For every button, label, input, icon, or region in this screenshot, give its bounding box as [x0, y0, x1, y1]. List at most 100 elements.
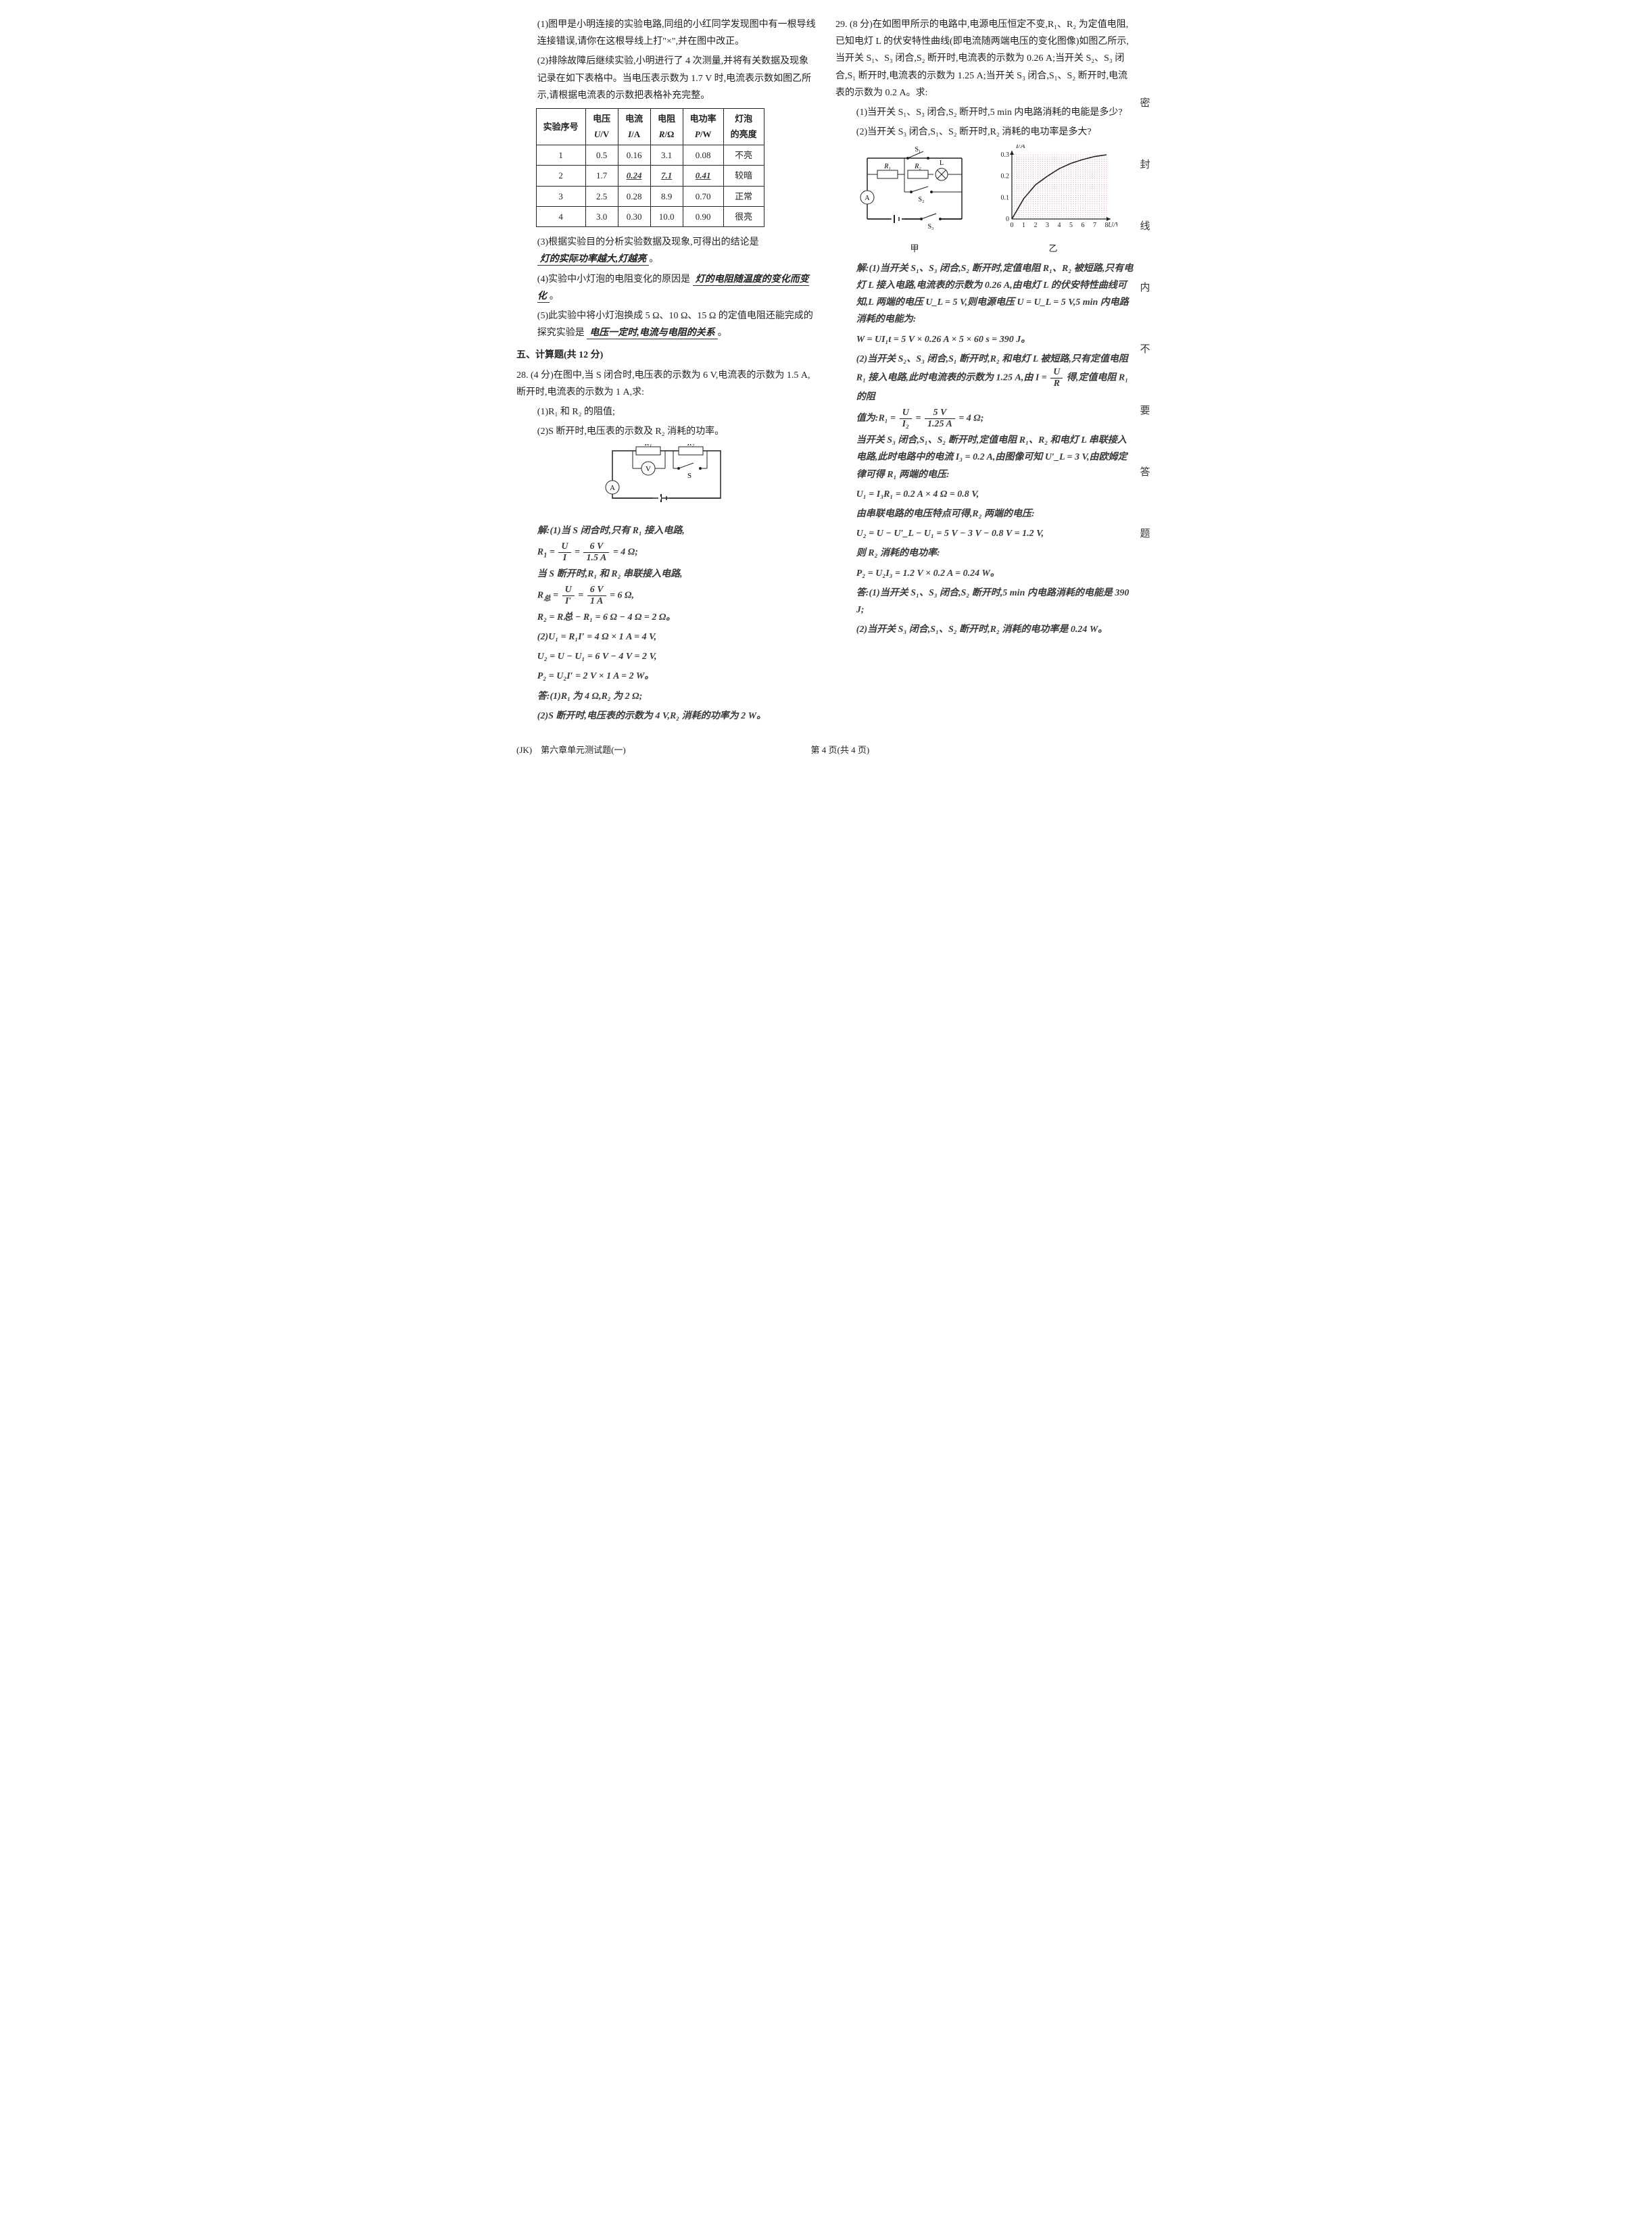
q29-sol-5: 当开关 S₃ 闭合,S₁、S₂ 断开时,定值电阻 R₁、R₂ 和电灯 L 串联接…	[835, 432, 1136, 483]
table-cell: 8.9	[650, 186, 683, 206]
q29-sol-7: 由串联电路的电压特点可得,R₂ 两端的电压:	[835, 506, 1136, 522]
table-cell: 不亮	[723, 145, 764, 165]
q29-sol-3: (2)当开关 S₂、S₃ 闭合,S₁ 断开时,R₂ 和电灯 L 被短路,只有定值…	[835, 351, 1136, 406]
table-cell: 3	[536, 186, 585, 206]
q29-2: (2)当开关 S₃ 闭合,S₁、S₂ 断开时,R₂ 消耗的电功率是多大?	[835, 124, 1136, 141]
svg-text:0: 0	[1011, 222, 1014, 229]
q28-sol-5: R₂ = R总 − R₁ = 6 Ω − 4 Ω = 2 Ω。	[516, 609, 817, 626]
svg-text:0.1: 0.1	[1001, 195, 1010, 202]
q29-sol-2: W = UI₁t = 5 V × 0.26 A × 5 × 60 s = 390…	[835, 331, 1136, 348]
svg-text:R₁: R₁	[644, 444, 652, 447]
page-footer: (JK) 第六章单元测试题(一) 第 4 页(共 4 页)	[516, 742, 1136, 758]
q29-sol-8: U₂ = U − U′_L − U₁ = 5 V − 3 V − 0.8 V =…	[835, 525, 1136, 542]
q27-2: (2)排除故障后继续实验,小明进行了 4 次测量,并将有关数据及现象记录在如下表…	[516, 53, 817, 104]
q29-sol-1: 解:(1)当开关 S₁、S₃ 闭合,S₂ 断开时,定值电阻 R₁、R₂ 被短路,…	[835, 260, 1136, 328]
q28-sol-8: P₂ = U₂I′ = 2 V × 1 A = 2 W。	[516, 668, 817, 685]
svg-text:4: 4	[1058, 222, 1061, 229]
q28-sol-4: R总 = UI′ = 6 V1 A = 6 Ω,	[516, 585, 817, 606]
table-cell: 较暗	[723, 166, 764, 186]
table-cell: 0.08	[683, 145, 723, 165]
q27-4: (4)实验中小灯泡的电阻变化的原因是 灯的电阻随温度的变化而变化。	[516, 271, 817, 305]
q27-3: (3)根据实验目的分析实验数据及现象,可得出的结论是 灯的实际功率越大,灯越亮。	[516, 234, 817, 268]
svg-text:0: 0	[1006, 216, 1009, 223]
th-4: 电功率P/W	[683, 108, 723, 145]
q29-sol-11: 答:(1)当开关 S₁、S₃ 闭合,S₂ 断开时,5 min 内电路消耗的电能是…	[835, 585, 1136, 618]
th-2: 电流I/A	[618, 108, 650, 145]
margin-char: 线	[1140, 218, 1150, 236]
binding-margin-label: 密封线内不要答题	[1138, 95, 1152, 543]
q27-1: (1)图甲是小明连接的实验电路,同组的小红同学发现图中有一根导线连接错误,请你在…	[516, 16, 817, 50]
table-cell: 很亮	[723, 206, 764, 226]
q28-sol-10: (2)S 断开时,电压表的示数为 4 V,R₂ 消耗的功率为 2 W。	[516, 708, 817, 725]
svg-text:A: A	[865, 195, 870, 202]
table-cell: 3.0	[585, 206, 618, 226]
th-1: 电压U/V	[585, 108, 618, 145]
svg-text:S₂: S₂	[918, 196, 924, 203]
right-column: 29. (8 分)在如图甲所示的电路中,电源电压恒定不变,R₁、R₂ 为定值电阻…	[835, 16, 1136, 727]
q28-2: (2)S 断开时,电压表的示数及 R₂ 消耗的功率。	[516, 423, 817, 440]
table-cell: 2	[536, 166, 585, 186]
th-0: 实验序号	[536, 108, 585, 145]
svg-text:3: 3	[1046, 222, 1049, 229]
q28-sol-1: 解:(1)当 S 闭合时,只有 R₁ 接入电路,	[516, 522, 817, 539]
table-cell: 0.28	[618, 186, 650, 206]
table-cell: 1	[536, 145, 585, 165]
q29-sol-4: 值为:R₁ = UI₂ = 5 V1.25 A = 4 Ω;	[835, 408, 1136, 429]
q29-head: 29. (8 分)在如图甲所示的电路中,电源电压恒定不变,R₁、R₂ 为定值电阻…	[835, 16, 1136, 101]
th-5: 灯泡的亮度	[723, 108, 764, 145]
svg-text:R₂: R₂	[687, 444, 695, 447]
svg-text:S₃: S₃	[927, 223, 933, 230]
q29-circuit: S₁ R₁ R₂ L	[854, 145, 975, 256]
svg-text:5: 5	[1069, 222, 1073, 229]
table-cell: 0.41	[683, 166, 723, 186]
table-cell: 3.1	[650, 145, 683, 165]
q28-sol-6: (2)U₁ = R₁I′ = 4 Ω × 1 A = 4 V,	[516, 629, 817, 645]
q29-sol-10: P₂ = U₂I₃ = 1.2 V × 0.2 A = 0.24 W。	[835, 565, 1136, 582]
svg-text:2: 2	[1034, 222, 1038, 229]
q29-1: (1)当开关 S₁、S₃ 闭合,S₂ 断开时,5 min 内电路消耗的电能是多少…	[835, 104, 1136, 121]
margin-char: 要	[1140, 402, 1150, 420]
footer-left: (JK) 第六章单元测试题(一)	[516, 742, 626, 758]
svg-text:A: A	[610, 484, 615, 492]
table-cell: 1.7	[585, 166, 618, 186]
fig-cap-right: 乙	[989, 241, 1117, 256]
svg-text:L: L	[940, 160, 944, 167]
margin-char: 答	[1140, 464, 1150, 482]
margin-char: 题	[1140, 525, 1150, 543]
q29-sol-12: (2)当开关 S₃ 闭合,S₁、S₂ 断开时,R₂ 消耗的电功率是 0.24 W…	[835, 621, 1136, 638]
q28-sol-3: 当 S 断开时,R₁ 和 R₂ 串联接入电路,	[516, 566, 817, 583]
section-5-head: 五、计算题(共 12 分)	[516, 347, 817, 364]
footer-center: 第 4 页(共 4 页)	[811, 742, 870, 758]
q28-1: (1)R₁ 和 R₂ 的阻值;	[516, 404, 817, 420]
svg-text:S₁: S₁	[915, 146, 921, 153]
q29-sol-9: 则 R₂ 消耗的电功率:	[835, 545, 1136, 562]
margin-char: 内	[1140, 279, 1150, 297]
margin-char: 密	[1140, 95, 1150, 113]
table-cell: 2.5	[585, 186, 618, 206]
table-cell: 10.0	[650, 206, 683, 226]
q29-sol-6: U₁ = I₃R₁ = 0.2 A × 4 Ω = 0.8 V,	[835, 486, 1136, 503]
margin-char: 不	[1140, 341, 1150, 359]
margin-char: 封	[1140, 156, 1150, 174]
q28-sol-7: U₂ = U − U₁ = 6 V − 4 V = 2 V,	[516, 648, 817, 665]
q29-graph: 01234567800.10.20.3I/AU/V 乙	[989, 145, 1117, 256]
table-cell: 7.1	[650, 166, 683, 186]
svg-text:6: 6	[1082, 222, 1085, 229]
svg-text:S: S	[687, 472, 691, 480]
svg-text:I/A: I/A	[1015, 145, 1025, 150]
table-cell: 0.70	[683, 186, 723, 206]
experiment-table: 实验序号 电压U/V 电流I/A 电阻R/Ω 电功率P/W 灯泡的亮度 10.5…	[536, 108, 764, 227]
svg-text:1: 1	[1022, 222, 1025, 229]
q28-sol-9: 答:(1)R₁ 为 4 Ω,R₂ 为 2 Ω;	[516, 688, 817, 705]
svg-text:U/V: U/V	[1108, 221, 1117, 229]
table-cell: 0.5	[585, 145, 618, 165]
svg-text:0.3: 0.3	[1001, 151, 1010, 159]
table-cell: 4	[536, 206, 585, 226]
ans-3: 灯的实际功率越大,灯越亮	[537, 254, 650, 266]
table-cell: 0.24	[618, 166, 650, 186]
q28-head: 28. (4 分)在图中,当 S 闭合时,电压表的示数为 6 V,电流表的示数为…	[516, 367, 817, 401]
svg-text:V: V	[646, 465, 651, 473]
table-cell: 0.30	[618, 206, 650, 226]
q28-circuit-diagram: R₁ R₂ V	[599, 444, 734, 512]
left-column: (1)图甲是小明连接的实验电路,同组的小红同学发现图中有一根导线连接错误,请你在…	[516, 16, 817, 727]
